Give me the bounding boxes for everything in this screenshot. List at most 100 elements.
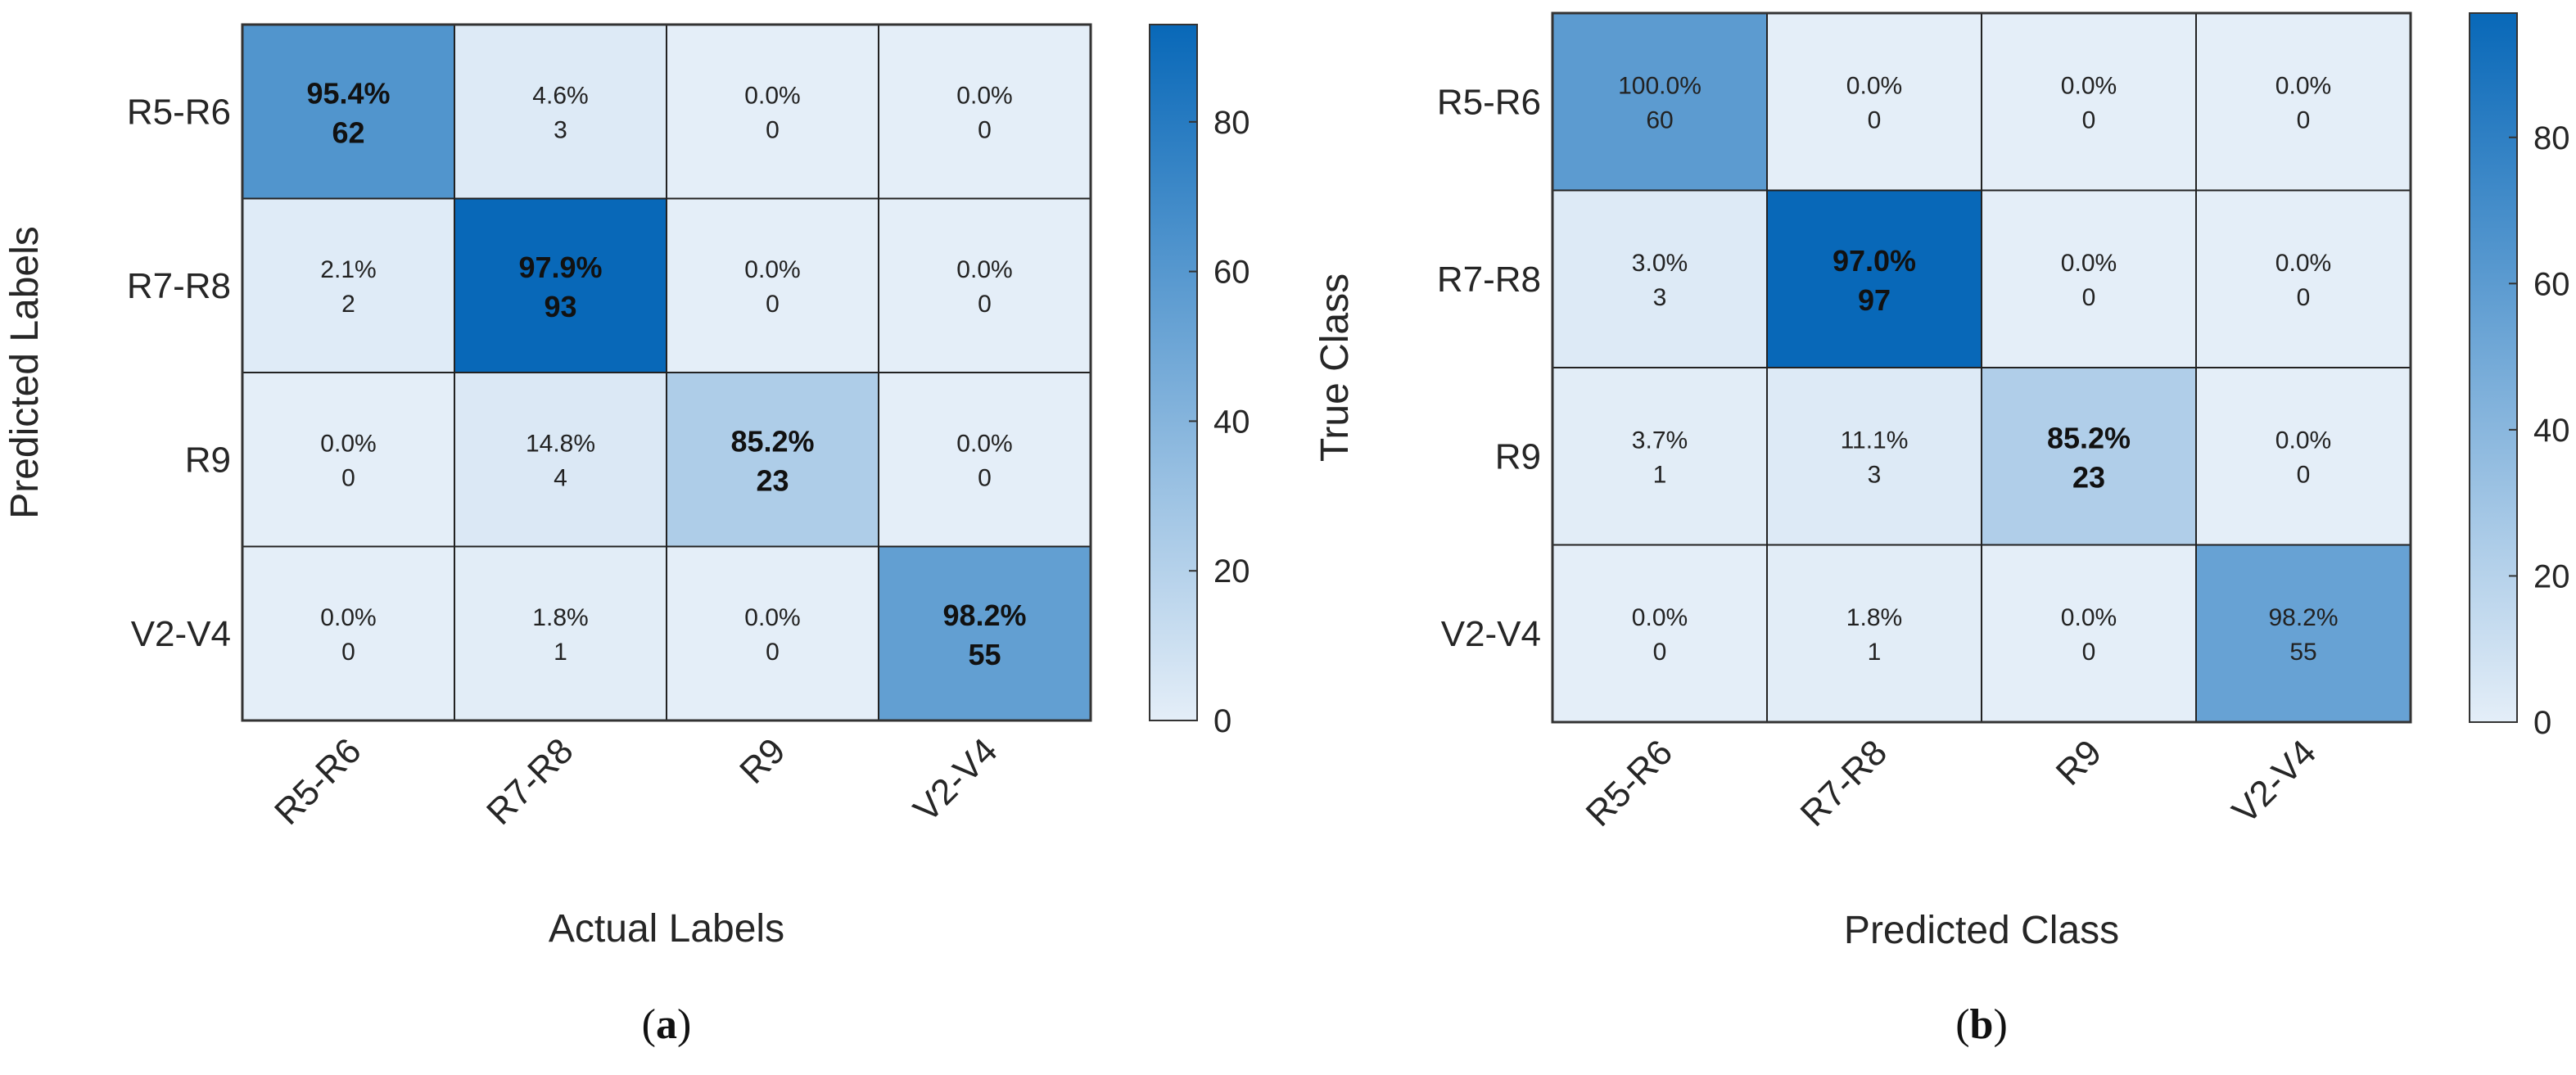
cell-percent-label: 0.0% — [744, 256, 800, 283]
cell-count-label: 1 — [1868, 639, 1882, 666]
heatmap-cell — [454, 24, 667, 200]
cell-count-label: 0 — [2297, 284, 2311, 311]
heatmap-cell — [1766, 544, 1982, 723]
cell-percent-label: 3.7% — [1632, 427, 1688, 454]
cell-count-label: 0 — [341, 464, 355, 491]
cell-percent-label: 97.9% — [518, 251, 602, 284]
cell-percent-label: 0.0% — [2275, 250, 2331, 277]
heatmap-cell — [2195, 544, 2411, 723]
cell-count-label: 0 — [766, 639, 780, 666]
cell-percent-label: 0.0% — [320, 430, 376, 457]
cell-percent-label: 0.0% — [2061, 250, 2117, 277]
colorbar-tick-label: 20 — [1213, 553, 1250, 589]
heatmap-cell — [1766, 189, 1982, 368]
cell-count-label: 23 — [2072, 460, 2105, 494]
cell-count-label: 55 — [968, 638, 1001, 671]
cell-count-label: 0 — [341, 639, 355, 666]
cell-percent-label: 0.0% — [2061, 604, 2117, 631]
heatmap-cell — [666, 197, 879, 373]
cell-count-label: 0 — [2297, 461, 2311, 488]
y-tick-label: R7-R8 — [127, 266, 231, 306]
cell-percent-label: 100.0% — [1618, 72, 1702, 99]
cell-count-label: 0 — [2082, 106, 2096, 133]
x-tick-label: R7-R8 — [1793, 732, 1896, 834]
heatmap-cell — [242, 197, 455, 373]
cell-percent-label: 0.0% — [320, 604, 376, 631]
cell-percent-label: 95.4% — [306, 76, 390, 110]
cell-percent-label: 0.0% — [2061, 72, 2117, 99]
heatmap-cell — [666, 545, 879, 721]
colorbar-tick-label: 80 — [2533, 120, 2570, 156]
heatmap-cell — [1981, 12, 2197, 192]
x-tick-label: R5-R6 — [267, 730, 369, 833]
heatmap-cell — [454, 197, 667, 373]
cell-percent-label: 11.1% — [1841, 427, 1909, 454]
heatmap-cell — [2195, 12, 2411, 192]
x-tick-label: V2-V4 — [2225, 732, 2324, 831]
y-tick-label: V2-V4 — [1441, 614, 1541, 654]
cell-count-label: 1 — [554, 639, 567, 666]
colorbar-tick-label: 60 — [2533, 266, 2570, 302]
cell-count-label: 0 — [766, 116, 780, 143]
heatmap-cell — [2195, 189, 2411, 368]
cell-percent-label: 98.2% — [2268, 604, 2338, 631]
heatmap-cell — [666, 372, 879, 548]
cell-count-label: 55 — [2289, 639, 2316, 666]
heatmap-cell — [242, 24, 455, 200]
heatmap-cell — [878, 24, 1091, 200]
x-tick-label: R9 — [732, 730, 793, 791]
cell-percent-label: 0.0% — [956, 82, 1012, 109]
x-axis-label: Predicted Class — [1844, 909, 2119, 952]
heatmap-cell — [878, 197, 1091, 373]
heatmap-cell — [1766, 367, 1982, 546]
x-tick-label: R7-R8 — [479, 730, 581, 833]
colorbar-tick-label: 0 — [2533, 705, 2551, 741]
heatmap-cell — [1552, 189, 1768, 368]
heatmap-cell — [2195, 367, 2411, 546]
panel-a-confusion-matrix: 95.4% 62 4.6% 3 0.0% 0 0.0% 0 2.1% 2 97.9% 93 0.0% 0 0… — [3, 23, 1250, 1048]
cell-percent-label: 0.0% — [1632, 604, 1688, 631]
y-axis-label: Predicted Labels — [3, 226, 47, 519]
cell-percent-label: 0.0% — [2275, 427, 2331, 454]
cell-count-label: 0 — [2082, 284, 2096, 311]
colorbar — [1149, 24, 1198, 721]
heatmap-cell — [1552, 12, 1768, 192]
cell-count-label: 3 — [1868, 461, 1882, 488]
matrix-frame — [1551, 11, 2412, 724]
cell-count-label: 93 — [544, 290, 576, 323]
cell-percent-label: 4.6% — [532, 82, 588, 109]
y-tick-label: R7-R8 — [1437, 260, 1541, 300]
cell-count-label: 3 — [1653, 284, 1667, 311]
cell-count-label: 0 — [978, 464, 992, 491]
cell-count-label: 0 — [1653, 639, 1667, 666]
colorbar-tick-label: 20 — [2533, 558, 2570, 594]
heatmap-cell — [454, 372, 667, 548]
cell-percent-label: 2.1% — [320, 256, 376, 283]
cell-percent-label: 0.0% — [956, 256, 1012, 283]
heatmap-cell — [878, 545, 1091, 721]
x-tick-label: V2-V4 — [906, 730, 1005, 829]
cell-percent-label: 1.8% — [1846, 604, 1902, 631]
colorbar-tick-label: 40 — [1213, 404, 1250, 440]
cell-count-label: 23 — [756, 463, 789, 497]
panel-caption: (a) — [642, 1001, 692, 1048]
cell-percent-label: 3.0% — [1632, 250, 1688, 277]
cell-count-label: 0 — [1868, 106, 1882, 133]
heatmap-cell — [1981, 544, 2197, 723]
cell-count-label: 1 — [1653, 461, 1667, 488]
x-tick-label: R5-R6 — [1579, 732, 1681, 834]
cell-count-label: 97 — [1858, 283, 1891, 317]
heatmap-cell — [1981, 367, 2197, 546]
colorbar-tick-label: 80 — [1213, 105, 1250, 141]
panel-b-confusion-matrix: 100.0%600.0%00.0%00.0%03.0%397.0%970.0%0… — [1313, 11, 2570, 1048]
cell-percent-label: 14.8% — [526, 430, 595, 457]
cell-percent-label: 0.0% — [1846, 72, 1902, 99]
heatmap-cell — [242, 545, 455, 721]
cell-count-label: 3 — [554, 116, 567, 143]
y-tick-label: R5-R6 — [127, 92, 231, 132]
y-tick-label: R5-R6 — [1437, 82, 1541, 122]
panel-caption: (b) — [1955, 1001, 2008, 1048]
cell-count-label: 4 — [554, 464, 567, 491]
cell-count-label: 0 — [978, 291, 992, 318]
